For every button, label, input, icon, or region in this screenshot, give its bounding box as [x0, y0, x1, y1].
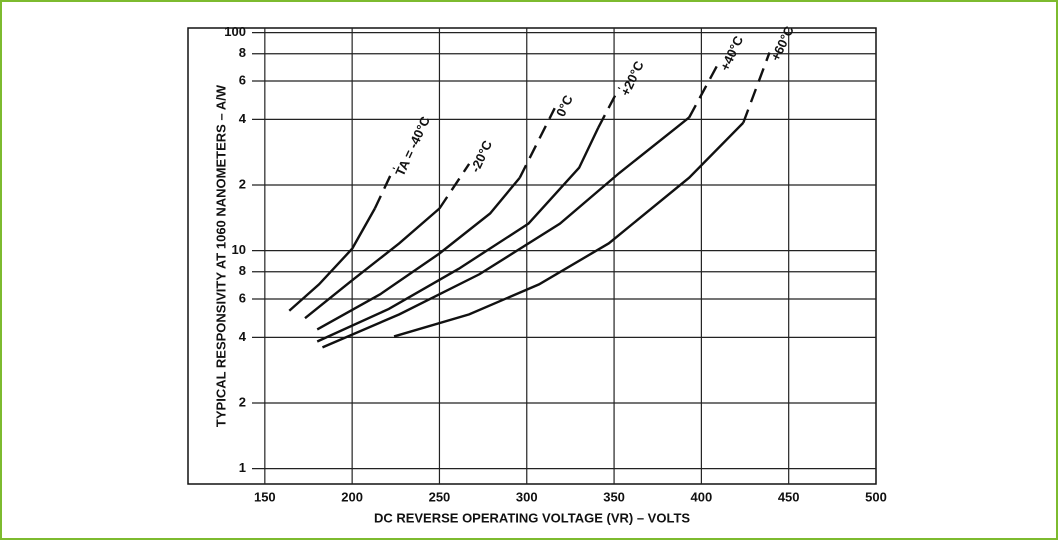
x-tick-label: 200	[341, 489, 363, 504]
y-tick-label: 100	[224, 24, 246, 39]
curve-dashed	[518, 107, 556, 179]
x-tick-label: 350	[603, 489, 625, 504]
y-tick-label: 2	[239, 394, 246, 409]
y-axis-label: TYPICAL RESPONSIVITY AT 1060 NANOMETERS …	[213, 84, 228, 427]
x-tick-label: 450	[778, 489, 800, 504]
plot-frame	[187, 27, 877, 485]
x-tick-label: 500	[865, 489, 887, 504]
curve-dashed	[373, 167, 396, 210]
curve	[304, 207, 441, 320]
x-tick-label: 400	[691, 489, 713, 504]
x-axis-label: DC REVERSE OPERATING VOLTAGE (VR) – VOLT…	[374, 510, 690, 525]
curve	[288, 207, 376, 312]
series-label: 0°C	[553, 92, 576, 119]
x-tick-label: 250	[429, 489, 451, 504]
curve-dashed	[742, 52, 771, 124]
series-label: +60°C	[768, 23, 797, 63]
curve	[393, 121, 745, 338]
curve-dashed	[688, 61, 720, 119]
series-label: +20°C	[618, 58, 647, 98]
series-label: +40°C	[717, 33, 746, 73]
curve-dashed	[438, 163, 471, 210]
series-label: -20°C	[467, 137, 495, 174]
curve	[316, 176, 521, 331]
series-label: TA = -40°C	[392, 113, 433, 178]
curve	[321, 116, 690, 349]
y-tick-label: 4	[239, 111, 247, 126]
y-tick-label: 6	[239, 290, 246, 305]
y-tick-label: 10	[232, 242, 246, 257]
y-tick-label: 4	[239, 329, 247, 344]
y-tick-label: 8	[239, 263, 246, 278]
curve-dashed	[597, 86, 621, 129]
y-tick-label: 6	[239, 72, 246, 87]
y-tick-label: 8	[239, 45, 246, 60]
curve	[316, 127, 600, 343]
x-tick-label: 150	[254, 489, 276, 504]
x-tick-label: 300	[516, 489, 538, 504]
y-tick-label: 1	[239, 460, 246, 475]
y-tick-label: 2	[239, 176, 246, 191]
